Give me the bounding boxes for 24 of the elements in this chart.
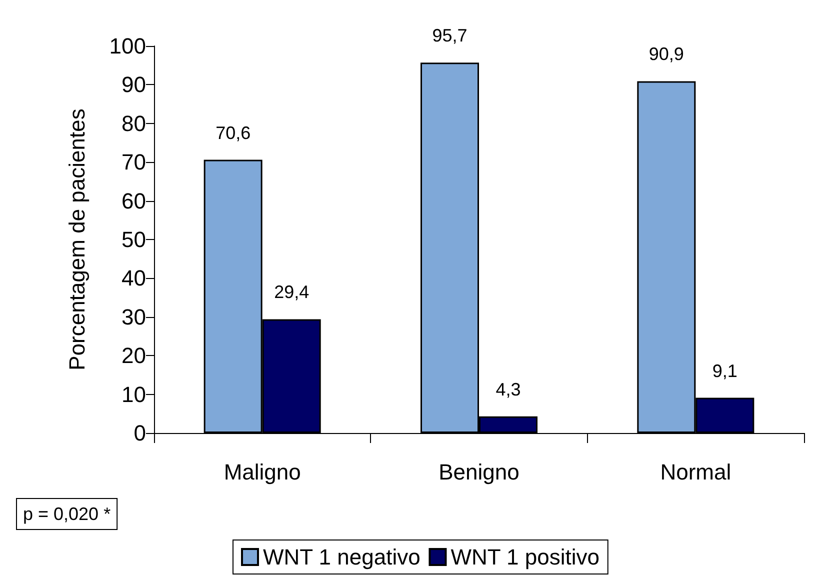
y-tick-label: 30 xyxy=(122,304,146,330)
text: p = 0,020 * xyxy=(23,504,111,524)
y-tick-label: 20 xyxy=(122,343,146,368)
data-label: 9,1 xyxy=(712,360,738,381)
y-tick-label: 50 xyxy=(122,227,146,252)
y-tick-label: 10 xyxy=(122,382,146,407)
data-label: 95,7 xyxy=(432,26,468,46)
y-tick-label: 100 xyxy=(109,34,146,58)
data-label: 70,6 xyxy=(216,122,251,143)
y-tick-label: 60 xyxy=(122,188,146,214)
y-tick-label: 70 xyxy=(122,150,146,175)
y-axis-title: Porcentagem de pacientes xyxy=(64,108,90,370)
legend-label: WNT 1 positivo xyxy=(450,544,600,570)
data-label: 29,4 xyxy=(274,282,310,302)
legend-label: WNT 1 negativo xyxy=(263,544,420,570)
data-label: 90,9 xyxy=(648,44,684,64)
y-tick-label: 80 xyxy=(122,110,146,136)
x-tick-label: Benigno xyxy=(438,460,520,484)
x-tick-label: Maligno xyxy=(224,460,301,484)
y-tick-label: 0 xyxy=(134,420,146,446)
data-label: 4,3 xyxy=(496,379,521,400)
y-tick-label: 90 xyxy=(122,72,146,98)
y-tick-label: 40 xyxy=(122,266,146,291)
x-tick-label: Normal xyxy=(660,460,732,484)
